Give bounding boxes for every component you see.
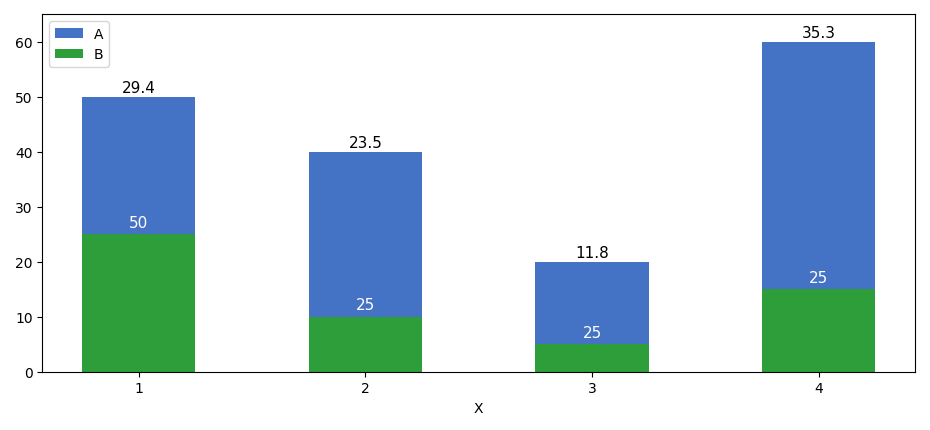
Text: 23.5: 23.5 — [349, 135, 382, 150]
Text: 25: 25 — [582, 325, 602, 340]
Text: 11.8: 11.8 — [575, 246, 609, 261]
Bar — [82, 97, 195, 235]
Text: 25: 25 — [355, 298, 375, 313]
Bar — [82, 235, 195, 372]
Legend: A, B: A, B — [49, 22, 109, 68]
Bar — [309, 317, 422, 372]
Bar — [762, 43, 875, 289]
Bar — [309, 152, 422, 317]
Bar — [536, 262, 648, 344]
Text: 35.3: 35.3 — [802, 26, 836, 41]
Bar — [762, 289, 875, 372]
Bar — [536, 344, 648, 372]
Text: 29.4: 29.4 — [122, 81, 155, 96]
X-axis label: X: X — [474, 401, 484, 415]
Text: 25: 25 — [809, 270, 829, 285]
Text: 50: 50 — [129, 215, 148, 230]
